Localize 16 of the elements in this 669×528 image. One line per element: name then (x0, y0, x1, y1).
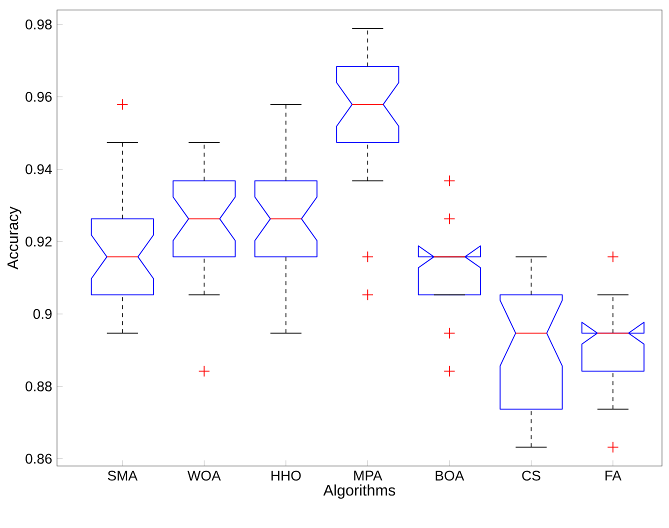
y-axis-title: Accuracy (8, 206, 22, 270)
y-tick-label: 0.98 (26, 20, 52, 30)
x-tick-label: CS (522, 470, 540, 481)
y-tick-label: 0.94 (26, 164, 52, 174)
x-tick-label: FA (606, 470, 622, 480)
y-tick-label: 0.86 (26, 454, 52, 464)
x-tick-label: WOA (188, 470, 221, 481)
x-tick-label: SMA (108, 470, 138, 481)
y-tick-label: 0.9 (33, 309, 52, 319)
x-tick-label: BOA (436, 470, 464, 481)
x-axis-title: Algorithms (323, 484, 396, 499)
y-tick-label: 0.88 (26, 381, 52, 392)
x-tick-label: MPA (354, 470, 382, 480)
y-tick-label: 0.92 (26, 236, 52, 247)
y-tick-label: 0.96 (26, 92, 52, 102)
x-tick-label: HHO (272, 470, 301, 481)
